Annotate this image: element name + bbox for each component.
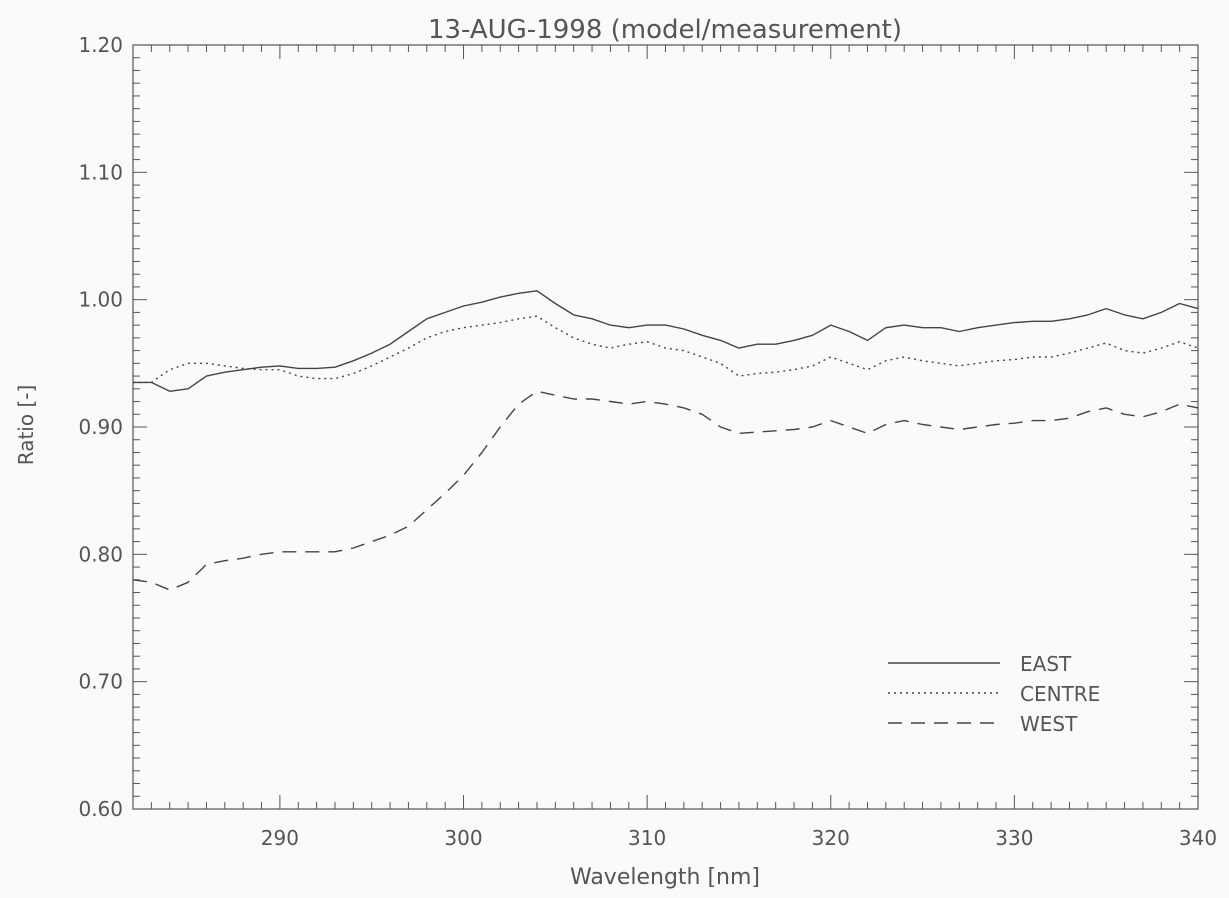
x-tick-label: 290 <box>261 826 299 850</box>
series-lines <box>132 290 1199 591</box>
chart-title: 13-AUG-1998 (model/measurement) <box>428 15 902 45</box>
series-line-centre <box>133 315 1199 384</box>
axis-ticks <box>132 44 1199 810</box>
x-tick-label: 340 <box>1179 826 1217 850</box>
series-line-east <box>133 290 1199 392</box>
y-axis-label: Ratio [-] <box>14 385 38 466</box>
x-tick-label: 320 <box>812 826 850 850</box>
y-tick-label: 0.80 <box>78 542 123 566</box>
y-tick-label: 0.70 <box>78 670 123 694</box>
y-tick-label: 0.90 <box>78 415 123 439</box>
y-tick-label: 1.00 <box>78 288 123 312</box>
y-tick-label: 0.60 <box>78 797 123 821</box>
x-tick-label: 330 <box>995 826 1033 850</box>
legend: EAST CENTRE WEST <box>888 652 1100 736</box>
y-tick-label: 1.20 <box>78 33 123 57</box>
legend-label-west: WEST <box>1020 712 1078 736</box>
y-tick-label: 1.10 <box>78 160 123 184</box>
legend-label-centre: CENTRE <box>1020 682 1100 706</box>
x-tick-label: 310 <box>628 826 666 850</box>
series-line-west <box>132 390 1199 591</box>
x-tick-label: 300 <box>444 826 482 850</box>
legend-label-east: EAST <box>1020 652 1072 676</box>
axis-tick-labels: 290 300 310 320 330 340 0.60 0.70 0.80 0.90 1.00 1.… <box>78 33 1217 850</box>
x-axis-label: Wavelength [nm] <box>570 865 760 890</box>
